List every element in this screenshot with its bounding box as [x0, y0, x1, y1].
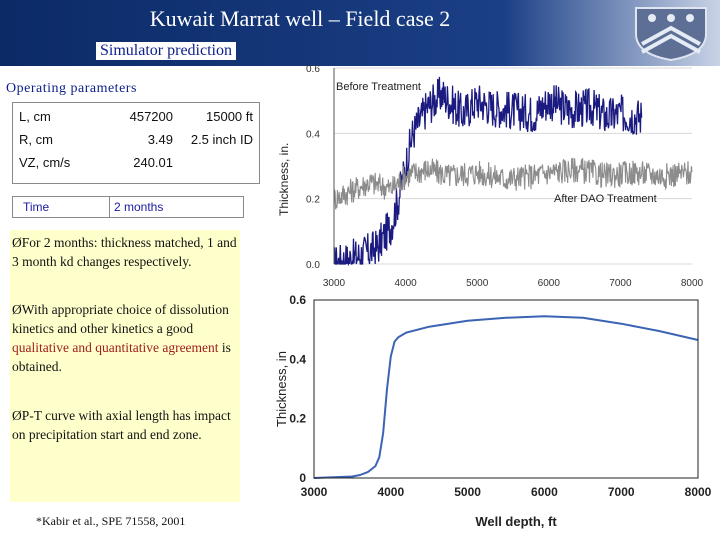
x-tick-label: 6000 — [538, 278, 561, 289]
university-shield-logo-icon — [635, 7, 707, 62]
y-tick-label: 0 — [299, 471, 306, 485]
param-value: 240.01 — [133, 155, 173, 170]
param-label: R, cm — [19, 132, 53, 147]
slide-subtitle: Simulator prediction — [96, 42, 236, 60]
annotation-before-treatment: Before Treatment — [336, 81, 421, 93]
note-highlight: qualitative and quantitative agreement — [12, 340, 219, 355]
param-label: L, cm — [19, 109, 51, 124]
x-tick-label: 4000 — [394, 278, 417, 289]
y-tick-label: 0.6 — [306, 64, 320, 75]
y-tick-label: 0.2 — [289, 412, 306, 426]
param-value: 3.49 — [147, 132, 173, 147]
operating-parameters-table: L, cm 457200 15000 ft R, cm 3.49 2.5 inc… — [12, 102, 260, 184]
x-tick-label: 7000 — [609, 278, 632, 289]
series-line — [333, 157, 693, 210]
time-label: Time — [23, 200, 50, 214]
x-tick-label: 6000 — [531, 485, 558, 499]
operating-parameters-title: Operating parameters — [6, 81, 137, 96]
x-tick-label: 5000 — [466, 278, 489, 289]
time-value: 2 months — [109, 197, 163, 217]
x-tick-label: 7000 — [608, 485, 635, 499]
bullet-arrow-icon: Ø — [12, 302, 22, 317]
title-banner: Kuwait Marrat well – Field case 2 Simula… — [0, 0, 720, 66]
notes-panel: ØFor 2 months: thickness matched, 1 and … — [10, 230, 240, 502]
bullet-arrow-icon: Ø — [12, 408, 22, 423]
bullet-arrow-icon: Ø — [12, 235, 22, 250]
series-line — [313, 315, 699, 479]
simulated-thickness-chart: 0 0.2 0.4 0.6 3000 4000 5000 6000 7000 8000 Well … — [274, 293, 712, 529]
param-extra: 15000 ft — [206, 109, 253, 124]
note-2: ØWith appropriate choice of dissolution … — [12, 302, 231, 374]
y-tick-label: 0.2 — [306, 195, 320, 206]
y-tick-label: 0.4 — [306, 129, 320, 140]
y-axis-label: Thickness, in — [274, 351, 289, 427]
chart-series — [333, 76, 693, 267]
note-1: ØFor 2 months: thickness matched, 1 and … — [12, 235, 237, 269]
annotation-after-treatment: After DAO Treatment — [554, 193, 657, 205]
plot-frame — [313, 299, 699, 479]
x-tick-label: 3000 — [301, 485, 328, 499]
param-extra: 2.5 inch ID — [190, 132, 253, 147]
x-tick-label: 8000 — [685, 485, 712, 499]
y-tick-label: 0.0 — [306, 260, 320, 271]
chart-axes: 0 0.2 0.4 0.6 3000 4000 5000 6000 7000 8000 — [289, 293, 711, 499]
x-tick-label: 4000 — [377, 485, 404, 499]
y-tick-label: 0.6 — [289, 293, 306, 307]
x-axis-label: Well depth, ft — [475, 514, 557, 529]
note-3: ØP-T curve with axial length has impact … — [12, 408, 231, 442]
x-tick-label: 3000 — [323, 278, 346, 289]
chart-axes: 0.0 0.2 0.4 0.6 3000 4000 5000 6000 7000 8000 — [306, 64, 704, 289]
param-value: 457200 — [129, 109, 173, 124]
field-thickness-chart: 0.0 0.2 0.4 0.6 3000 4000 5000 6000 7000 8000 Bef… — [277, 64, 704, 289]
time-parameter-box: Time 2 months — [12, 196, 244, 218]
slide-title: Kuwait Marrat well – Field case 2 — [149, 6, 451, 31]
reference-citation: *Kabir et al., SPE 71558, 2001 — [36, 514, 186, 528]
y-axis-label: Thickness, in. — [277, 143, 291, 216]
param-label: VZ, cm/s — [19, 155, 71, 170]
x-tick-label: 8000 — [681, 278, 704, 289]
chart-series — [313, 315, 699, 479]
x-tick-label: 5000 — [454, 485, 481, 499]
y-tick-label: 0.4 — [289, 352, 306, 366]
series-line — [333, 76, 643, 267]
